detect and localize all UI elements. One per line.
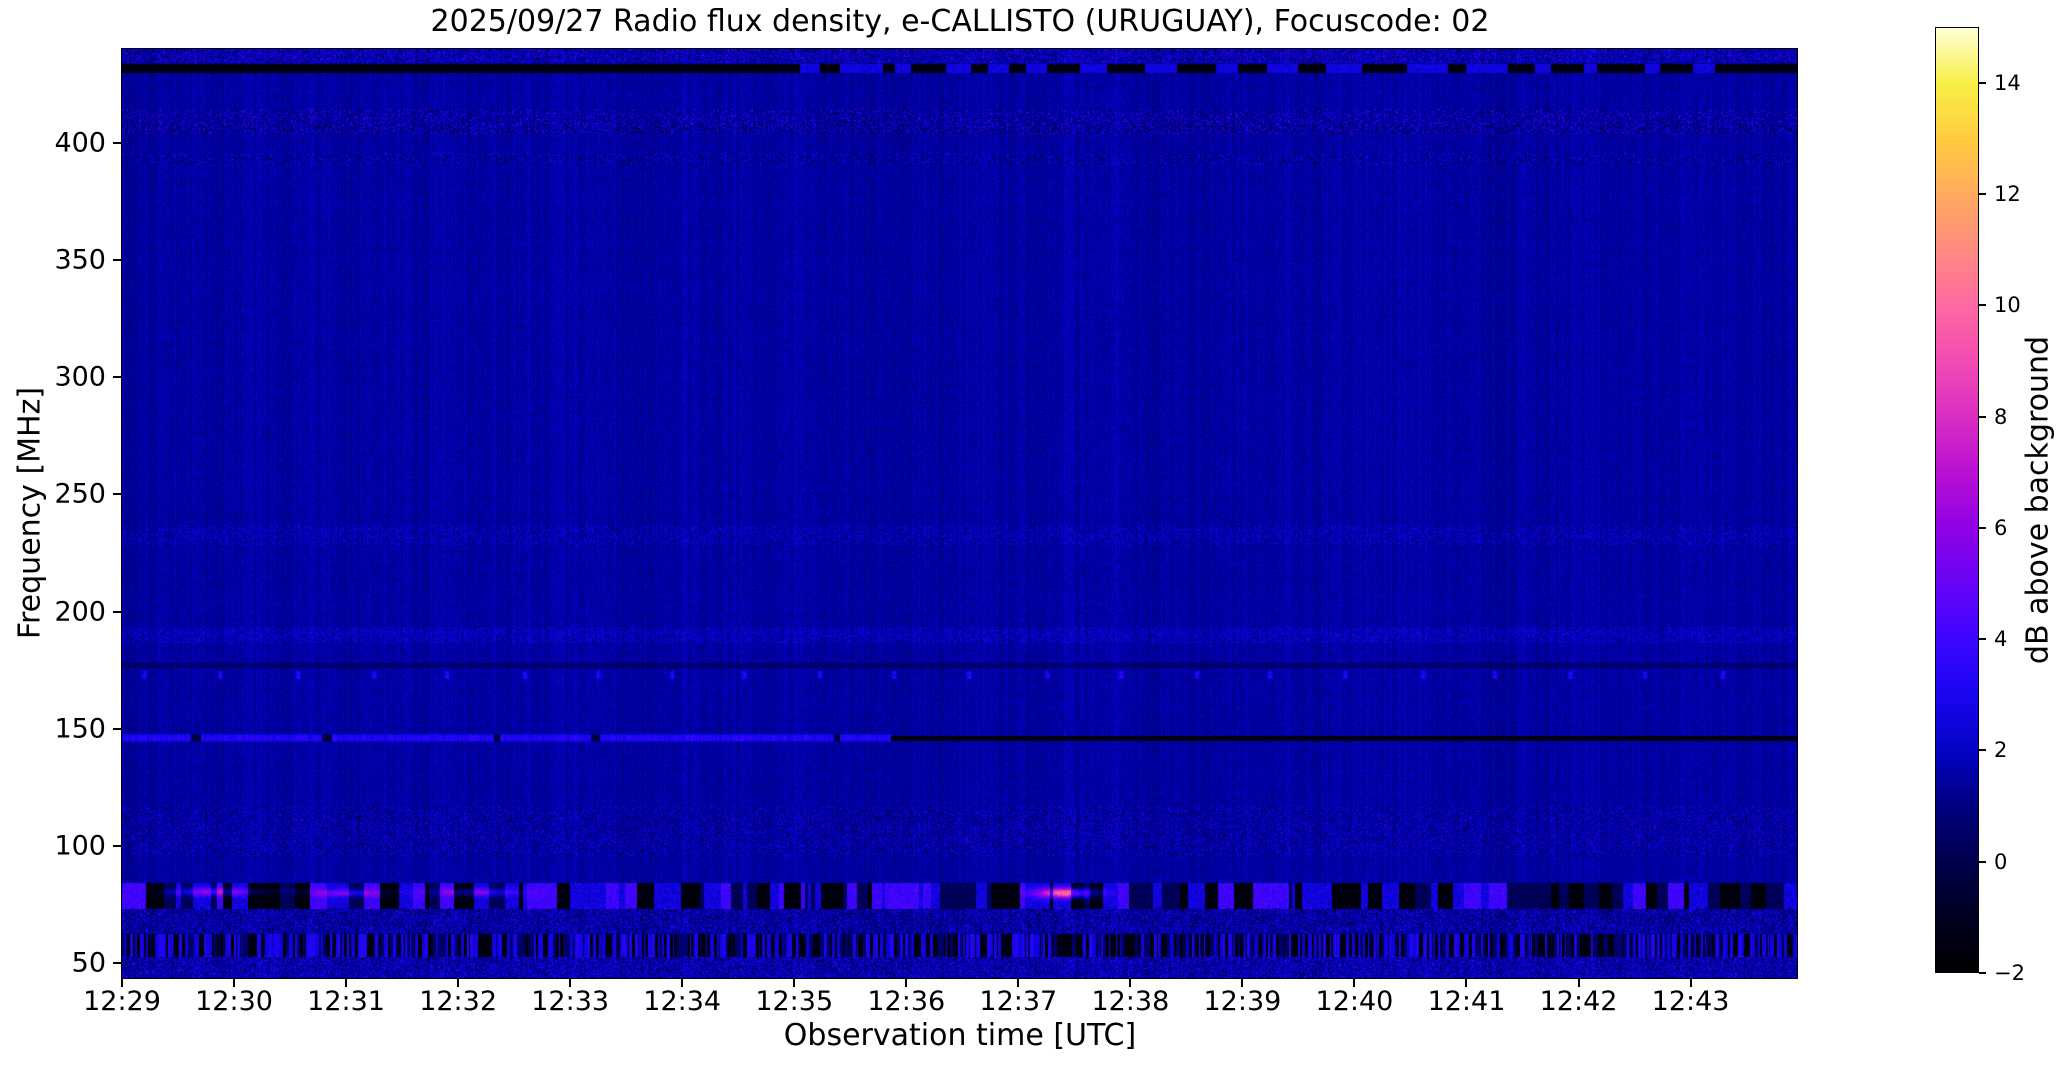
y-tick-mark	[113, 142, 121, 145]
y-tick-mark	[113, 493, 121, 496]
x-tick-label: 12:36	[867, 986, 946, 1017]
colorbar-tick-label: 12	[1994, 181, 2021, 206]
x-axis-label: Observation time [UTC]	[783, 1018, 1137, 1053]
y-tick-label: 150	[54, 713, 106, 745]
colorbar-tick-mark	[1979, 192, 1986, 195]
plot-area	[121, 48, 1798, 979]
x-tick-mark	[1353, 979, 1356, 987]
colorbar-tick-mark	[1979, 526, 1986, 529]
spectrogram-canvas	[122, 49, 1797, 978]
x-tick-label: 12:33	[531, 986, 610, 1017]
x-tick-label: 12:40	[1315, 986, 1394, 1017]
y-tick-mark	[113, 610, 121, 613]
colorbar-tick-label: 2	[1994, 738, 2008, 763]
x-tick-label: 12:37	[979, 986, 1058, 1017]
colorbar-tick-label: 6	[1994, 515, 2008, 540]
x-tick-mark	[793, 979, 796, 987]
y-tick-label: 100	[54, 830, 106, 862]
y-tick-mark	[113, 961, 121, 964]
x-tick-label: 12:42	[1539, 986, 1618, 1017]
colorbar-gradient	[1936, 28, 1978, 972]
colorbar-tick-label: 0	[1994, 849, 2008, 874]
y-tick-label: 400	[54, 127, 106, 159]
y-tick-label: 300	[54, 361, 106, 393]
x-tick-mark	[1241, 979, 1244, 987]
colorbar-tick-mark	[1979, 860, 1986, 863]
x-tick-label: 12:31	[307, 986, 385, 1017]
x-tick-mark	[905, 979, 908, 987]
x-tick-label: 12:32	[419, 986, 498, 1017]
colorbar-tick-mark	[1979, 304, 1986, 307]
colorbar-tick-mark	[1979, 972, 1986, 974]
x-tick-mark	[1129, 979, 1132, 987]
x-tick-mark	[457, 979, 460, 987]
x-tick-label: 12:29	[83, 986, 161, 1017]
y-tick-mark	[113, 376, 121, 379]
colorbar-tick-label: 4	[1994, 627, 2008, 652]
x-tick-label: 12:35	[755, 986, 834, 1017]
y-tick-label: 250	[54, 478, 106, 510]
colorbar-tick-label: 10	[1994, 293, 2021, 318]
y-tick-mark	[113, 727, 121, 730]
colorbar-tick-mark	[1979, 415, 1986, 418]
chart-title: 2025/09/27 Radio flux density, e-CALLIST…	[430, 4, 1490, 39]
colorbar-tick-mark	[1979, 749, 1986, 752]
colorbar-label: dB above background	[2020, 335, 2056, 665]
x-tick-label: 12:43	[1651, 986, 1730, 1017]
x-tick-mark	[233, 979, 236, 987]
x-tick-label: 12:34	[643, 986, 722, 1017]
colorbar-tick-label: 8	[1994, 404, 2008, 429]
x-tick-mark	[345, 979, 348, 987]
x-tick-label: 12:39	[1203, 986, 1282, 1017]
y-tick-label: 50	[71, 947, 106, 979]
x-tick-mark	[569, 979, 572, 987]
y-tick-mark	[113, 259, 121, 262]
x-tick-mark	[1017, 979, 1020, 987]
y-tick-mark	[113, 844, 121, 847]
x-tick-mark	[681, 979, 684, 987]
colorbar	[1935, 27, 1979, 973]
colorbar-tick-label: −2	[1994, 961, 2025, 985]
colorbar-tick-mark	[1979, 81, 1986, 84]
x-tick-mark	[1689, 979, 1692, 987]
x-tick-mark	[121, 979, 123, 987]
y-tick-label: 350	[54, 244, 106, 276]
x-tick-label: 12:30	[195, 986, 273, 1017]
colorbar-tick-label: 14	[1994, 70, 2021, 95]
y-axis-label: Frequency [MHz]	[12, 386, 48, 640]
x-tick-label: 12:41	[1427, 986, 1506, 1017]
y-tick-label: 200	[54, 596, 106, 627]
colorbar-tick-mark	[1979, 638, 1986, 641]
x-tick-mark	[1577, 979, 1580, 987]
x-tick-label: 12:38	[1091, 986, 1170, 1017]
x-tick-mark	[1465, 979, 1468, 987]
